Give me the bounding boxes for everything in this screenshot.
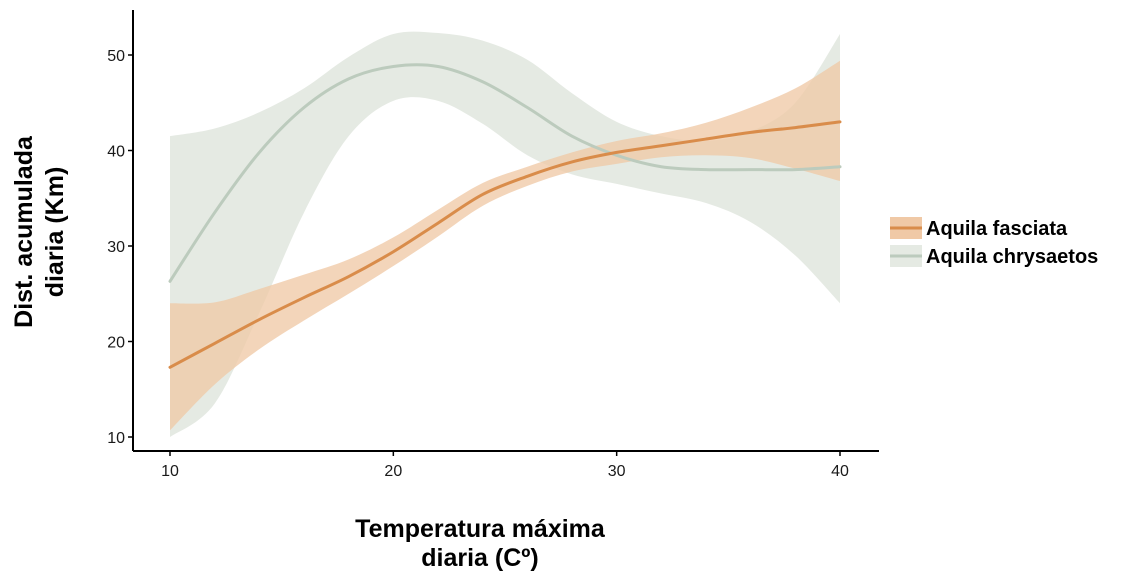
legend-label-chrysaetos: Aquila chrysaetos bbox=[926, 246, 1098, 268]
x-tick-label: 10 bbox=[161, 463, 179, 480]
x-ticks: 10 20 30 40 bbox=[161, 451, 849, 480]
y-tick-label: 20 bbox=[107, 335, 125, 352]
x-axis-title-line-2: diaria (Cº) bbox=[421, 544, 538, 572]
y-axis-title-line-2: diaria (Km) bbox=[41, 167, 69, 298]
x-axis-title-line-1: Temperatura máxima bbox=[355, 515, 606, 543]
axes bbox=[132, 10, 879, 452]
legend-label-fasciata: Aquila fasciata bbox=[926, 218, 1068, 240]
series-lines bbox=[168, 63, 842, 369]
legend: Aquila fasciata Aquila chrysaetos bbox=[890, 217, 1098, 268]
y-ticks: 10 20 30 40 50 bbox=[107, 48, 133, 447]
y-axis-title: Dist. acumulada diaria (Km) bbox=[10, 135, 69, 328]
confidence-band-chrysaetos bbox=[170, 31, 840, 437]
x-tick-label: 30 bbox=[608, 463, 626, 480]
confidence-band-fasciata bbox=[170, 60, 840, 431]
confidence-bands bbox=[170, 31, 840, 437]
y-tick-label: 30 bbox=[107, 239, 125, 256]
series-line-fasciata bbox=[168, 120, 842, 369]
x-tick-label: 40 bbox=[831, 463, 849, 480]
y-axis-title-line-1: Dist. acumulada bbox=[10, 135, 38, 328]
y-tick-label: 10 bbox=[107, 430, 125, 447]
x-tick-label: 20 bbox=[384, 463, 402, 480]
y-tick-label: 40 bbox=[107, 144, 125, 161]
series-line-chrysaetos bbox=[168, 63, 842, 283]
y-tick-label: 50 bbox=[107, 48, 125, 65]
